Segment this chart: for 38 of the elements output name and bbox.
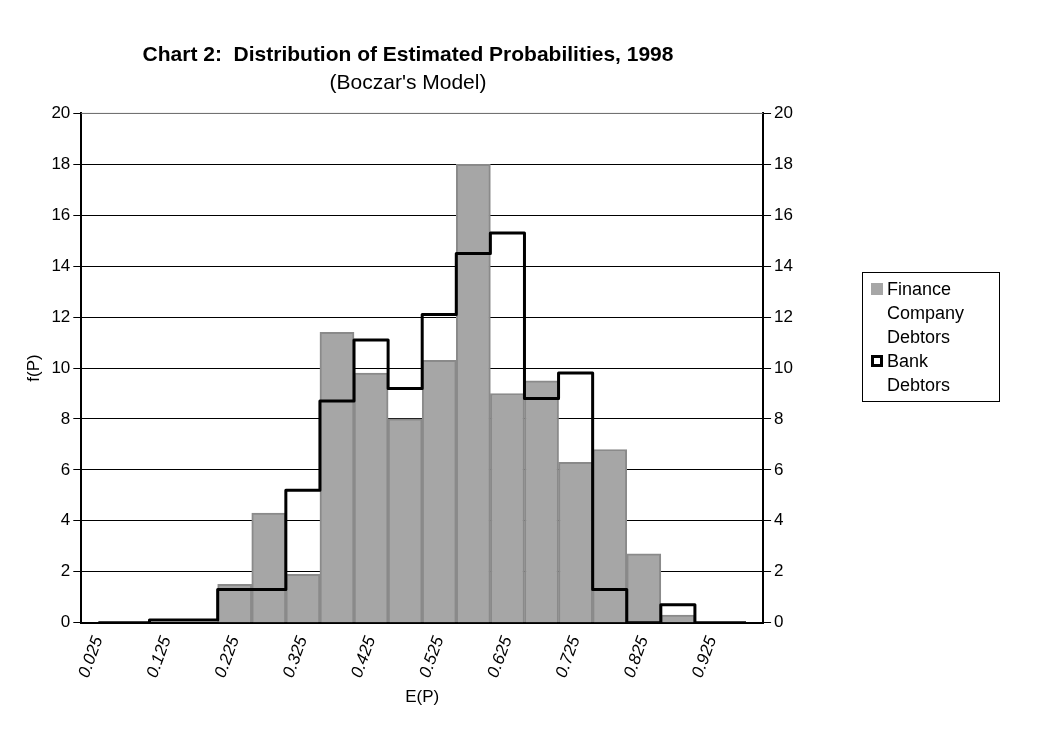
y2-tick-label: 18 (774, 154, 794, 174)
y-tick-label: 18 (51, 154, 71, 174)
y2-tick-label: 2 (774, 561, 784, 581)
y-tick-label: 6 (60, 459, 71, 479)
y-tick-label: 20 (51, 103, 71, 123)
y2-tick-label: 20 (774, 103, 794, 123)
y-axis-title: f(P) (23, 354, 43, 382)
y2-tick-label: 10 (774, 357, 794, 377)
y2-tick-label: 16 (774, 204, 794, 224)
x-tick-label: 0.525 (415, 633, 448, 681)
x-tick-label: 0.925 (687, 633, 721, 681)
y-tick-label: 10 (51, 357, 71, 377)
y2-tick-label: 4 (774, 510, 784, 530)
x-tick-label: 0.025 (74, 633, 107, 681)
y-tick-label: 4 (60, 510, 71, 530)
x-axis-title: E(P) (405, 687, 440, 707)
x-tick-label: 0.325 (278, 633, 312, 681)
x-tick-label: 0.225 (210, 633, 244, 681)
legend-label: Bank Debtors (887, 350, 952, 397)
y2-tick-label: 14 (774, 255, 794, 275)
x-tick-label: 0.125 (142, 633, 175, 681)
y-tick-label: 16 (51, 204, 71, 224)
x-tick-label: 0.825 (619, 633, 653, 681)
y-tick-label: 0 (60, 612, 71, 632)
x-tick-label: 0.625 (483, 633, 516, 681)
chart-title: Chart 2: Distribution of Estimated Probabilities, 1998 (142, 42, 674, 66)
x-tick-label: 0.425 (346, 633, 380, 681)
y-tick-label: 14 (51, 255, 71, 275)
legend-label: Finance Company Debtors (887, 278, 966, 349)
y-tick-label: 12 (51, 306, 71, 326)
y2-tick-label: 12 (774, 306, 794, 326)
y2-tick-label: 8 (774, 408, 784, 428)
y2-tick-label: 0 (774, 612, 784, 632)
chart-subtitle: (Boczar's Model) (329, 69, 487, 93)
y-tick-label: 8 (60, 408, 71, 428)
y-tick-label: 2 (60, 561, 71, 581)
y2-tick-label: 6 (774, 459, 784, 479)
x-tick-label: 0.725 (551, 633, 584, 681)
